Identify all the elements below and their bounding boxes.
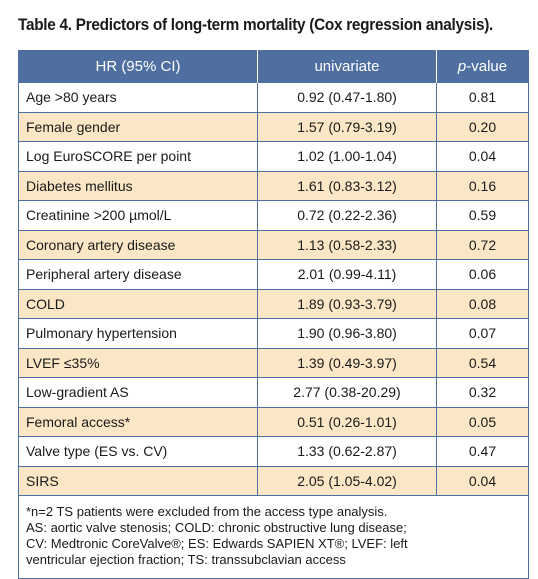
row-p-value: 0.20	[436, 111, 529, 142]
row-p-value: 0.08	[436, 288, 529, 319]
row-label: Creatinine >200 µmol/L	[18, 200, 258, 231]
row-hr-value: 1.57 (0.79-3.19)	[257, 111, 437, 142]
footnote-line: *n=2 TS patients were excluded from the …	[26, 504, 388, 519]
table-row: Peripheral artery disease 2.01 (0.99-4.11…	[18, 259, 529, 290]
row-label: COLD	[18, 288, 258, 319]
predictors-table: HR (95% CI) univariate p-value Age >80 y…	[18, 50, 529, 579]
row-hr-value: 2.01 (0.99-4.11)	[257, 259, 437, 290]
table-row: SIRS 2.05 (1.05-4.02) 0.04	[18, 465, 529, 496]
row-hr-value: 1.33 (0.62-2.87)	[257, 436, 437, 467]
row-label: LVEF ≤35%	[18, 347, 258, 378]
table-row: Log EuroSCORE per point 1.02 (1.00-1.04) 0…	[18, 141, 529, 172]
footnote-line: ventricular ejection fraction; TS: trans…	[26, 552, 346, 567]
footnote-line: CV: Medtronic CoreValve®; ES: Edwards SA…	[26, 536, 408, 551]
row-p-value: 0.05	[436, 406, 529, 437]
table-row: Pulmonary hypertension 1.90 (0.96-3.80) 0.…	[18, 318, 529, 349]
row-p-value: 0.32	[436, 377, 529, 408]
table-body: Age >80 years 0.92 (0.47-1.80) 0.81 Female …	[18, 82, 529, 496]
footnote-row: *n=2 TS patients were excluded from the …	[18, 495, 529, 579]
row-p-value: 0.81	[436, 82, 529, 113]
row-label: Female gender	[18, 111, 258, 142]
table-row: Low-gradient AS 2.77 (0.38-20.29) 0.32	[18, 377, 529, 408]
row-label: Low-gradient AS	[18, 377, 258, 408]
table-title: Table 4. Predictors of long-term mortali…	[18, 16, 494, 34]
row-hr-value: 1.89 (0.93-3.79)	[257, 288, 437, 319]
row-label: Femoral access*	[18, 406, 258, 437]
footnote: *n=2 TS patients were excluded from the …	[18, 495, 529, 579]
header-p-rest: -value	[466, 57, 508, 75]
row-p-value: 0.47	[436, 436, 529, 467]
row-p-value: 0.04	[436, 465, 529, 496]
header-p-italic: p	[457, 57, 467, 75]
row-label: Valve type (ES vs. CV)	[18, 436, 258, 467]
table-row: Coronary artery disease 1.13 (0.58-2.33) 0…	[18, 229, 529, 260]
row-hr-value: 1.13 (0.58-2.33)	[257, 229, 437, 260]
table-row: Diabetes mellitus 1.61 (0.83-3.12) 0.16	[18, 170, 529, 201]
header-hr-ci: HR (95% CI)	[18, 50, 258, 83]
header-p-value: p-value	[436, 50, 529, 83]
header-row: HR (95% CI) univariate p-value	[18, 50, 529, 83]
row-label: Age >80 years	[18, 82, 258, 113]
row-p-value: 0.07	[436, 318, 529, 349]
row-p-value: 0.04	[436, 141, 529, 172]
row-label: Peripheral artery disease	[18, 259, 258, 290]
table-row: COLD 1.89 (0.93-3.79) 0.08	[18, 288, 529, 319]
row-p-value: 0.59	[436, 200, 529, 231]
row-p-value: 0.72	[436, 229, 529, 260]
footnote-line: AS: aortic valve stenosis; COLD: chronic…	[26, 520, 407, 535]
row-hr-value: 2.05 (1.05-4.02)	[257, 465, 437, 496]
row-label: SIRS	[18, 465, 258, 496]
row-hr-value: 2.77 (0.38-20.29)	[257, 377, 437, 408]
table-footer: *n=2 TS patients were excluded from the …	[18, 495, 529, 579]
row-label: Pulmonary hypertension	[18, 318, 258, 349]
row-label: Coronary artery disease	[18, 229, 258, 260]
header-univariate: univariate	[257, 50, 437, 83]
row-hr-value: 1.02 (1.00-1.04)	[257, 141, 437, 172]
row-hr-value: 1.39 (0.49-3.97)	[257, 347, 437, 378]
table-header: HR (95% CI) univariate p-value	[18, 50, 529, 83]
row-hr-value: 0.51 (0.26-1.01)	[257, 406, 437, 437]
table-row: Age >80 years 0.92 (0.47-1.80) 0.81	[18, 82, 529, 113]
row-p-value: 0.06	[436, 259, 529, 290]
table-row: Valve type (ES vs. CV) 1.33 (0.62-2.87) 0.…	[18, 436, 529, 467]
row-p-value: 0.16	[436, 170, 529, 201]
row-label: Diabetes mellitus	[18, 170, 258, 201]
row-hr-value: 1.90 (0.96-3.80)	[257, 318, 437, 349]
table-row: Femoral access* 0.51 (0.26-1.01) 0.05	[18, 406, 529, 437]
table-row: LVEF ≤35% 1.39 (0.49-3.97) 0.54	[18, 347, 529, 378]
row-hr-value: 1.61 (0.83-3.12)	[257, 170, 437, 201]
row-p-value: 0.54	[436, 347, 529, 378]
row-hr-value: 0.92 (0.47-1.80)	[257, 82, 437, 113]
table-row: Female gender 1.57 (0.79-3.19) 0.20	[18, 111, 529, 142]
row-label: Log EuroSCORE per point	[18, 141, 258, 172]
table-row: Creatinine >200 µmol/L 0.72 (0.22-2.36) 0.…	[18, 200, 529, 231]
row-hr-value: 0.72 (0.22-2.36)	[257, 200, 437, 231]
